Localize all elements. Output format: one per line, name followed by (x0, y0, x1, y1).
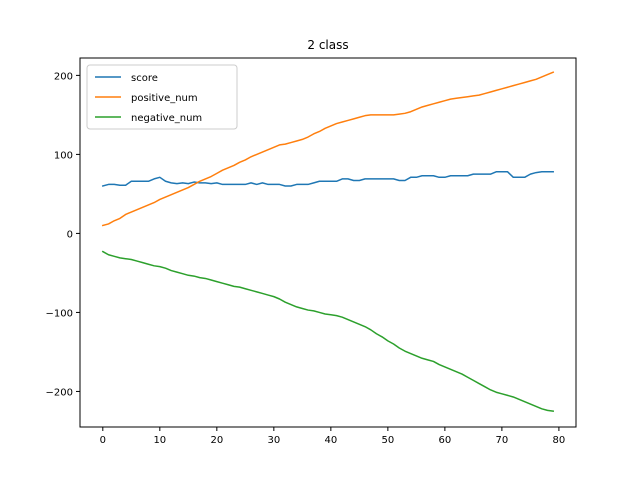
x-tick-label: 80 (553, 435, 566, 446)
x-tick-label: 30 (267, 435, 280, 446)
x-tick-label: 10 (153, 435, 166, 446)
y-tick-label: 200 (54, 71, 73, 82)
axes-frame (79, 57, 577, 428)
x-axis: 0 10 20 30 40 50 60 70 80 (100, 427, 566, 446)
legend-label: negative_num (131, 113, 202, 124)
legend-label: score (131, 73, 158, 84)
x-tick-label: 40 (324, 435, 337, 446)
x-tick-label: 60 (439, 435, 452, 446)
x-tick-label: 70 (496, 435, 509, 446)
x-tick-label: 20 (210, 435, 223, 446)
x-tick-label: 0 (100, 435, 106, 446)
chart-title: 2 class (307, 38, 348, 52)
legend: score positive_num negative_num (86, 64, 238, 130)
y-tick-label: −100 (46, 308, 73, 319)
y-tick-label: −200 (46, 387, 73, 398)
series-line-score (101, 171, 554, 187)
x-tick-label: 50 (381, 435, 394, 446)
y-tick-label: 100 (54, 150, 73, 161)
y-axis: −200 −100 0 100 200 (46, 71, 80, 398)
series-layer (101, 71, 555, 413)
legend-box (86, 64, 238, 130)
series-line-positive-num (101, 71, 555, 227)
series-line-negative-num (101, 250, 555, 413)
y-tick-label: 0 (67, 229, 73, 240)
legend-label: positive_num (131, 93, 198, 104)
